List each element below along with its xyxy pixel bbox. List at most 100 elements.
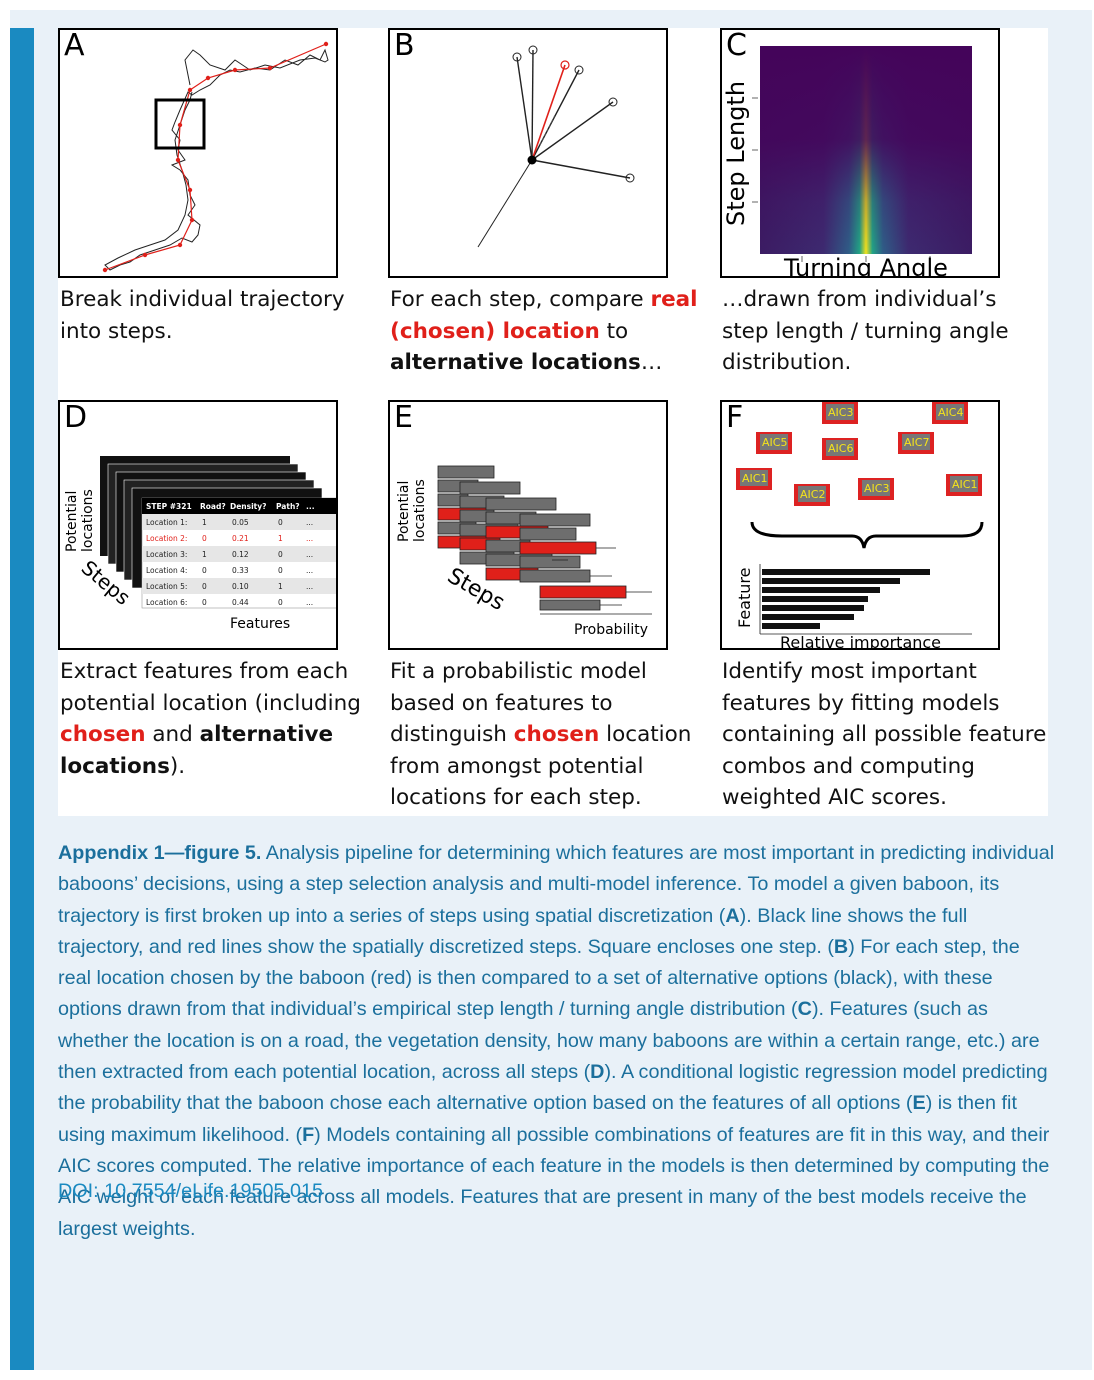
table-row-3: Location 3: 1 0.12 0... [146, 550, 313, 559]
current-location-dot [527, 155, 537, 165]
table-row-2: Location 2: 0 0.21 1... [146, 534, 313, 543]
aic-label-3: AIC5 [762, 436, 787, 449]
front-table-rows [142, 514, 336, 594]
svg-text:0.05: 0.05 [232, 518, 249, 527]
front-table-header-bg [142, 498, 336, 514]
panel-b-caption: For each step, compare real (chosen) loc… [390, 287, 698, 375]
f-xlabel: Relative importance [780, 633, 941, 650]
panel-e-caption: Fit a probabilistic model based on featu… [390, 659, 692, 810]
svg-text:0: 0 [202, 598, 207, 607]
error-bars [552, 547, 652, 606]
discretized-steps-line [104, 43, 327, 271]
svg-text:0: 0 [278, 518, 283, 527]
e-ylabel-potential: Potential [396, 481, 412, 542]
svg-text:...: ... [306, 534, 313, 543]
svg-text:0: 0 [202, 566, 207, 575]
panel-d-caption: Extract features from each potential loc… [60, 659, 361, 779]
table-header-road: Road? [200, 502, 226, 511]
probability-model-plot: Potential locations Steps Probability [396, 465, 652, 638]
table-row-6: Location 6: 0 0.44 0... [146, 598, 313, 607]
aic-label-6: AIC1 [742, 472, 767, 485]
svg-text:1: 1 [278, 534, 283, 543]
table-row-1: Location 1: 1 0.05 0... [146, 518, 313, 527]
mini-model-tiles [736, 402, 982, 506]
previous-step-line [477, 159, 533, 248]
aic-label-5: AIC7 [904, 436, 929, 449]
e-ylabel-locations: locations [412, 479, 428, 542]
panel-a-caption: Break individual trajectory into steps. [60, 287, 345, 344]
svg-text:0.44: 0.44 [232, 598, 249, 607]
svg-text:...: ... [306, 598, 313, 607]
heatmap-ylabel: Step Length [722, 81, 750, 226]
e-xlabel: Probability [574, 622, 648, 638]
svg-text:0: 0 [202, 534, 207, 543]
svg-text:...: ... [306, 550, 313, 559]
panel-f-caption: Identify most important features by fitt… [722, 659, 1047, 810]
aic-label-8: AIC3 [864, 482, 889, 495]
table-body: Location 1: 1 0.05 0... Location 2: 0 0.21 1..… [146, 518, 313, 607]
panel-c-label: C [726, 28, 747, 63]
svg-text:Location 6:: Location 6: [146, 598, 187, 607]
aic-label-2: AIC4 [938, 406, 963, 419]
d-ylabel-potential: Potential [64, 491, 80, 552]
table-header-row: STEP #321 Road? Density? Path? ... [146, 502, 315, 511]
panel-d: D STEP #321 Road? Density? Path? . [58, 400, 338, 650]
panel-b-label: B [394, 28, 415, 63]
panel-f: F AIC3 AIC4 AIC5 AIC6 AIC7 AIC1 AIC2 [720, 400, 1000, 650]
svg-text:Location 3:: Location 3: [146, 550, 187, 559]
doi-link[interactable]: DOI: 10.7554/eLife.19505.015 [58, 1180, 324, 1202]
panel-f-label: F [726, 400, 744, 435]
svg-text:1: 1 [278, 582, 283, 591]
svg-text:1: 1 [202, 518, 207, 527]
svg-text:0.33: 0.33 [232, 566, 249, 575]
figure-artwork: A B [58, 28, 1048, 816]
svg-text:Location 1:: Location 1: [146, 518, 187, 527]
full-trajectory-line [104, 48, 329, 271]
table-row-4: Location 4: 0 0.33 0... [146, 566, 313, 575]
svg-text:Location 4:: Location 4: [146, 566, 187, 575]
svg-text:0.21: 0.21 [232, 534, 249, 543]
step-markers [102, 41, 329, 273]
step-highlight-square [154, 98, 206, 150]
stacked-probability-bars [437, 465, 627, 611]
svg-text:0: 0 [202, 582, 207, 591]
svg-text:...: ... [306, 582, 313, 591]
aic-label-7: AIC2 [800, 488, 825, 501]
panel-c-caption: …drawn from individual’s step length / t… [722, 287, 1009, 375]
importance-bars [762, 569, 930, 629]
d-ylabel-locations: locations [80, 489, 96, 552]
chosen-step-line [531, 64, 566, 161]
d-features-label: Features [230, 616, 290, 632]
table-header-density: Density? [230, 502, 267, 511]
heatmap-fade [760, 46, 972, 254]
svg-text:...: ... [306, 518, 313, 527]
chosen-endpoint [560, 60, 570, 70]
svg-text:...: ... [306, 566, 313, 575]
dashed-step-line [539, 114, 556, 146]
table-header-step: STEP #321 [146, 502, 192, 511]
step-turn-heatmap: Step Length Turning Angle [722, 46, 972, 278]
svg-text:Location 2:: Location 2: [146, 534, 187, 543]
svg-text:0: 0 [278, 598, 283, 607]
aic-label-1: AIC3 [828, 406, 853, 419]
heatmap-ticks [752, 97, 931, 262]
heatmap-xlabel: Turning Angle [783, 254, 948, 278]
panel-a-label: A [64, 28, 85, 63]
panel-e: E [388, 400, 668, 650]
alternative-step-lines [516, 49, 631, 179]
panel-e-label: E [394, 400, 413, 435]
table-row-5: Location 5: 0 0.10 1... [146, 582, 313, 591]
svg-text:0.10: 0.10 [232, 582, 249, 591]
panel-b: B [388, 28, 668, 278]
alternative-endpoints [512, 45, 635, 183]
alternative-steps-plot [477, 45, 635, 248]
figure-accent-bar [10, 28, 34, 1370]
table-header-path: Path? [276, 502, 300, 511]
trajectory-plot [102, 41, 329, 273]
svg-text:Location 5:: Location 5: [146, 582, 187, 591]
panel-a: A [58, 28, 338, 278]
caption-title: Appendix 1—figure 5. [58, 842, 262, 864]
svg-text:0.12: 0.12 [232, 550, 249, 559]
figure-caption: Appendix 1—figure 5. Analysis pipeline f… [58, 842, 1055, 1240]
aic-model-plot: AIC3 AIC4 AIC5 AIC6 AIC7 AIC1 AIC2 AIC3 … [735, 402, 984, 650]
